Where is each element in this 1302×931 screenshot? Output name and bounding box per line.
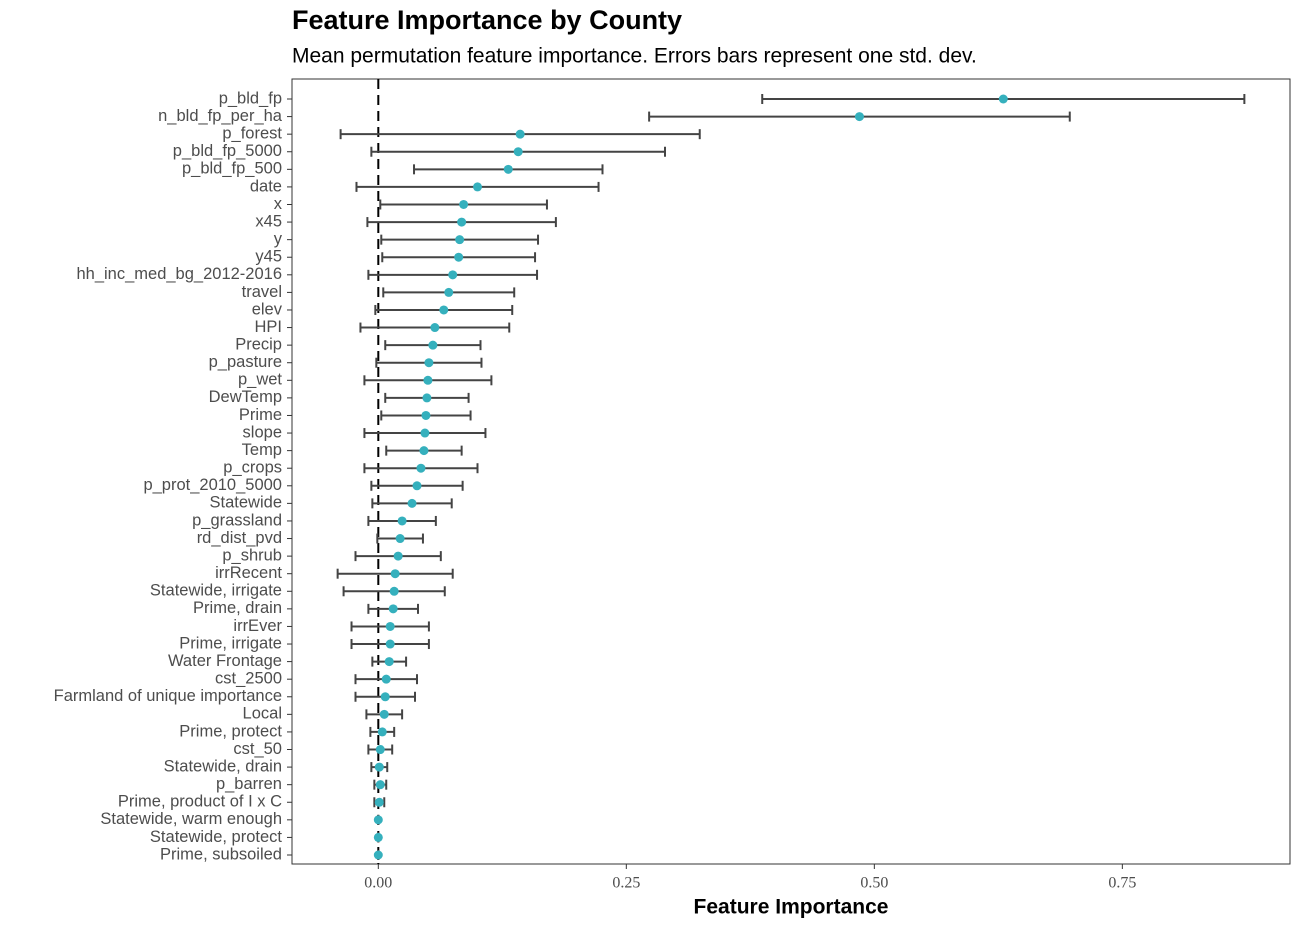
point — [407, 498, 417, 508]
chart-title: Feature Importance by County — [292, 5, 682, 35]
point — [423, 375, 433, 385]
point — [397, 516, 407, 526]
y-tick-label: p_bld_fp_500 — [182, 160, 282, 178]
point — [375, 745, 385, 755]
y-tick-label: Farmland of unique importance — [54, 687, 282, 705]
y-tick-label: rd_dist_pvd — [197, 529, 282, 547]
y-tick-label: Prime, protect — [179, 722, 282, 740]
point — [373, 832, 383, 842]
y-tick-label: Prime, subsoiled — [160, 845, 282, 863]
y-tick-label: p_bld_fp — [219, 89, 282, 107]
plot-frame — [291, 78, 1291, 865]
y-tick-label: Statewide, protect — [150, 828, 282, 846]
y-tick-label: x — [274, 195, 283, 213]
point — [373, 815, 383, 825]
y-tick-label: p_prot_2010_5000 — [143, 476, 282, 494]
point — [459, 199, 469, 209]
point — [998, 94, 1008, 104]
point — [389, 586, 399, 596]
point — [393, 551, 403, 561]
y-tick-label: Precip — [235, 335, 282, 353]
x-tick-label: 0.25 — [612, 875, 640, 892]
y-tick-label: p_barren — [216, 775, 282, 793]
y-tick-label: Prime, drain — [193, 599, 282, 617]
y-tick-label: Prime, product of I x C — [118, 793, 282, 811]
y-tick-label: p_crops — [223, 459, 282, 477]
y-tick-label: p_pasture — [209, 353, 282, 371]
point — [385, 639, 395, 649]
point — [385, 621, 395, 631]
point — [503, 164, 513, 174]
point — [374, 762, 384, 772]
point — [419, 446, 429, 456]
point — [377, 727, 387, 737]
point — [416, 463, 426, 473]
y-tick-label: irrRecent — [215, 564, 282, 582]
y-tick-label: cst_2500 — [215, 670, 282, 688]
y-tick-label: date — [250, 177, 282, 195]
y-tick-label: n_bld_fp_per_ha — [158, 107, 283, 125]
point — [454, 252, 464, 262]
point — [380, 692, 390, 702]
point — [373, 850, 383, 860]
point — [374, 797, 384, 807]
point — [395, 534, 405, 544]
point — [428, 340, 438, 350]
point — [421, 410, 431, 420]
point — [854, 112, 864, 122]
y-tick-label: y45 — [255, 248, 282, 266]
y-tick-label: Water Frontage — [168, 652, 282, 670]
y-tick-label: p_wet — [238, 371, 282, 389]
point — [444, 287, 454, 297]
y-tick-label: Temp — [242, 441, 282, 459]
point — [388, 604, 398, 614]
point — [457, 217, 467, 227]
y-tick-label: p_grassland — [192, 511, 282, 529]
x-tick-label: 0.75 — [1108, 875, 1136, 892]
y-tick-label: HPI — [254, 318, 282, 336]
point — [439, 305, 449, 315]
x-tick-label: 0.50 — [860, 875, 888, 892]
y-tick-label: Prime, irrigate — [179, 634, 282, 652]
x-axis-title: Feature Importance — [694, 896, 889, 919]
point — [515, 129, 525, 139]
y-tick-label: hh_inc_med_bg_2012-2016 — [76, 265, 282, 283]
point — [420, 428, 430, 438]
point — [422, 393, 432, 403]
point — [455, 235, 465, 245]
y-tick-label: p_forest — [222, 125, 282, 143]
point — [473, 182, 483, 192]
point — [412, 481, 422, 491]
y-tick-label: p_shrub — [222, 546, 282, 564]
y-tick-label: Statewide — [210, 494, 282, 512]
y-tick-label: DewTemp — [209, 388, 282, 406]
y-tick-label: Local — [243, 705, 282, 723]
point — [375, 780, 385, 790]
point — [384, 657, 394, 667]
y-tick-label: x45 — [255, 212, 282, 230]
point — [448, 270, 458, 280]
y-tick-label: elev — [252, 300, 283, 318]
y-tick-label: slope — [243, 423, 282, 441]
y-tick-label: Statewide, irrigate — [150, 582, 282, 600]
y-tick-label: p_bld_fp_5000 — [173, 142, 282, 160]
chart-subtitle: Mean permutation feature importance. Err… — [292, 45, 977, 68]
y-tick-label: Statewide, drain — [164, 757, 282, 775]
y-tick-label: irrEver — [233, 617, 282, 635]
x-tick-label: 0.00 — [364, 875, 392, 892]
y-tick-label: travel — [242, 283, 282, 301]
point — [381, 674, 391, 684]
point — [390, 569, 400, 579]
y-tick-label: Prime — [239, 406, 282, 424]
point — [430, 323, 440, 333]
y-tick-label: cst_50 — [233, 740, 282, 758]
y-tick-label: y — [274, 230, 283, 248]
point — [379, 709, 389, 719]
y-tick-label: Statewide, warm enough — [100, 810, 282, 828]
point — [424, 358, 434, 368]
point — [513, 147, 523, 157]
